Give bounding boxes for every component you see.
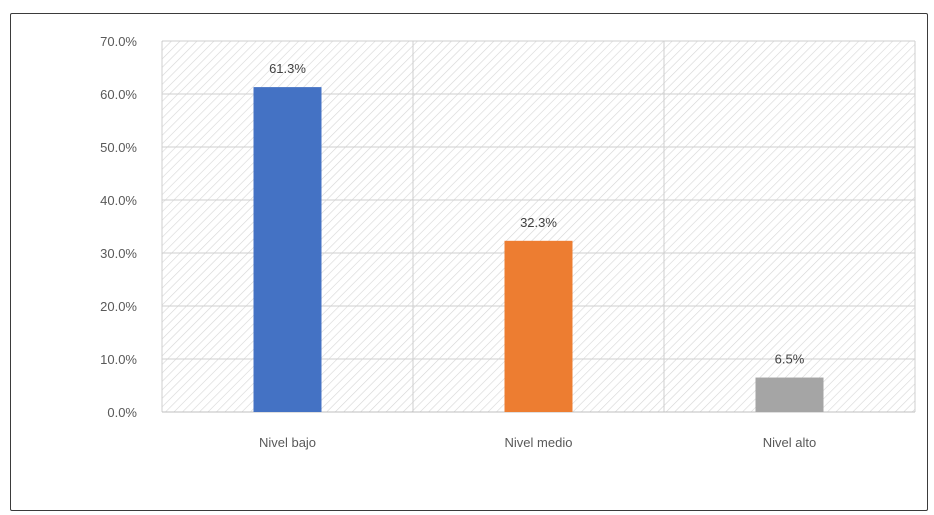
y-tick-label: 50.0% (100, 140, 137, 155)
y-tick-label: 70.0% (100, 34, 137, 49)
y-tick-label: 30.0% (100, 246, 137, 261)
x-axis-ticks: Nivel bajo Nivel medio Nivel alto (259, 435, 816, 450)
data-label: 32.3% (520, 215, 557, 230)
y-tick-label: 40.0% (100, 193, 137, 208)
y-tick-label: 0.0% (107, 405, 137, 420)
data-label: 6.5% (775, 352, 805, 367)
bar (755, 377, 824, 412)
bar (504, 240, 573, 412)
x-tick-label: Nivel medio (505, 435, 573, 450)
x-tick-label: Nivel bajo (259, 435, 316, 450)
bar (253, 87, 322, 413)
y-tick-label: 10.0% (100, 352, 137, 367)
y-tick-label: 60.0% (100, 87, 137, 102)
y-axis-ticks: 0.0% 10.0% 20.0% 30.0% 40.0% 50.0% 60.0% 70.0% (100, 34, 137, 420)
data-label: 61.3% (269, 61, 306, 76)
y-tick-label: 20.0% (100, 299, 137, 314)
bars (253, 87, 824, 413)
x-tick-label: Nivel alto (763, 435, 816, 450)
data-labels: 61.3% 32.3% 6.5% (269, 61, 805, 366)
